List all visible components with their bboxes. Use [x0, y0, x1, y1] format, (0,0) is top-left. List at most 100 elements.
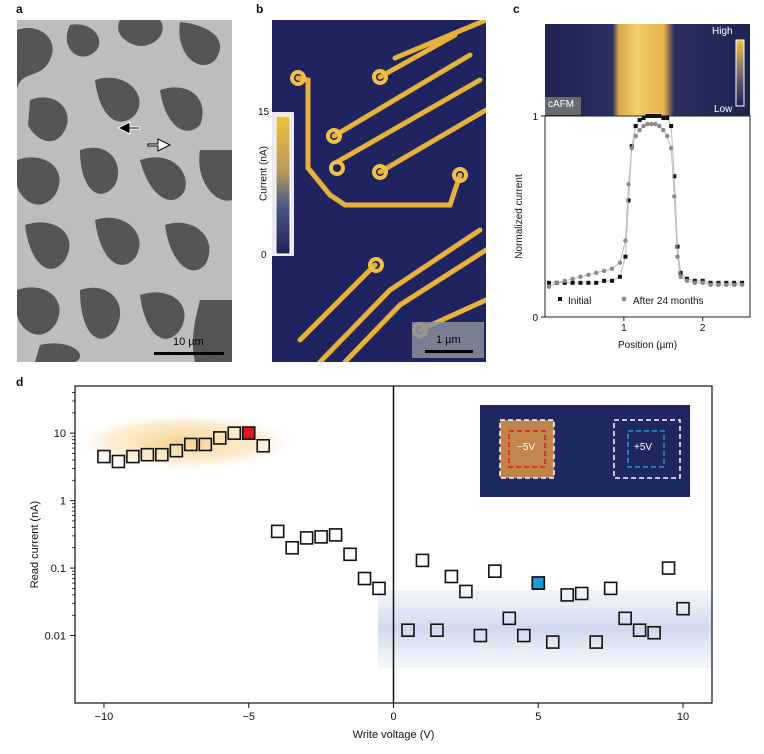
c-point-1-8	[609, 266, 615, 271]
d-ytick-label-1: 0.1	[51, 563, 66, 575]
c-point-1-1	[554, 280, 560, 286]
d-point-20	[401, 623, 415, 637]
d-point-28	[516, 628, 531, 643]
d-point-25	[473, 628, 488, 643]
c-point-1-11	[626, 182, 631, 187]
d-point-5	[169, 443, 184, 458]
c-point-0-22	[669, 124, 674, 129]
d-ytick-label-3: 10	[54, 428, 66, 440]
panel-b-scale-label: 1 µm	[436, 334, 461, 346]
d-point-8	[212, 431, 227, 445]
d-point-38	[661, 561, 676, 575]
c-point-1-4	[578, 274, 583, 279]
c-point-0-20	[661, 116, 666, 121]
c-point-0-24	[675, 244, 680, 249]
c-point-0-21	[665, 116, 670, 121]
c-point-1-3	[570, 276, 575, 282]
d-xtick-label-2: 0	[390, 711, 396, 723]
c-point-1-32	[732, 282, 737, 288]
c-point-1-20	[661, 127, 666, 133]
c-point-0-8	[610, 278, 615, 283]
d-point-35	[618, 611, 632, 626]
c-point-1-30	[716, 282, 721, 288]
c-point-0-4	[578, 280, 583, 285]
d-point-30	[545, 635, 560, 649]
inset-label-neg: −5V	[517, 442, 536, 453]
c-point-0-10	[623, 254, 628, 259]
panel-label-d: d	[16, 375, 24, 389]
c-point-0-23	[672, 174, 677, 179]
d-point-9	[227, 426, 242, 440]
d-xtick-label-4: 10	[677, 711, 689, 723]
d-ylabel: Read current (nA)	[29, 501, 41, 588]
d-point-22	[430, 623, 444, 637]
c-point-0-16	[645, 114, 650, 118]
c-point-1-24	[675, 254, 680, 259]
c-legend-label-1: After 24 months	[633, 296, 704, 307]
c-point-1-29	[708, 282, 713, 288]
inset-label-pos: +5V	[634, 442, 653, 453]
c-point-0-18	[653, 114, 658, 118]
d-point-16	[328, 528, 343, 542]
c-point-1-16	[645, 121, 650, 127]
d-point-13	[285, 540, 299, 555]
c-point-0-25	[678, 270, 683, 275]
c-xtick-label-1: 2	[700, 323, 706, 334]
c-point-1-6	[594, 270, 599, 275]
d-point-1	[111, 454, 126, 469]
d-ytick-label-2: 1	[60, 496, 66, 508]
c-point-1-10	[623, 238, 628, 243]
d-point-11	[256, 438, 271, 453]
c-point-1-28	[700, 280, 705, 286]
c-point-0-17	[649, 114, 654, 118]
c-xtick-label-0: 1	[621, 323, 627, 334]
c-point-1-0	[546, 284, 552, 290]
d-point-4	[155, 447, 169, 462]
c-point-0-11	[626, 198, 631, 203]
c-point-1-25	[678, 274, 683, 279]
d-point-19	[372, 581, 386, 596]
c-point-1-5	[586, 272, 591, 277]
d-point-39	[676, 601, 690, 616]
c-ytick-label-0: 0	[532, 313, 538, 324]
panel-c-colorbar-low: Low	[714, 104, 733, 115]
d-point-26	[488, 564, 502, 578]
d-point-12	[270, 524, 285, 539]
c-point-1-22	[668, 145, 674, 151]
d-point-37	[647, 625, 661, 640]
d-xtick-label-3: 5	[535, 711, 541, 723]
d-highlight-point-0	[241, 426, 256, 440]
d-point-27	[502, 611, 517, 626]
d-point-32	[574, 586, 589, 601]
c-point-1-31	[724, 282, 729, 288]
d-point-7	[198, 437, 213, 452]
d-point-14	[299, 531, 314, 545]
c-point-1-18	[653, 121, 658, 127]
d-highlight-point-1	[531, 576, 546, 590]
c-point-0-7	[602, 278, 607, 283]
d-xtick-label-1: −5	[242, 711, 255, 723]
d-point-6	[184, 437, 198, 452]
c-point-1-12	[629, 145, 634, 151]
panel-label-c: c	[513, 2, 520, 16]
c-point-0-0	[546, 280, 551, 285]
d-point-24	[459, 584, 473, 599]
c-point-1-23	[672, 194, 677, 199]
panel-b-colorbar-min: 0	[261, 250, 267, 261]
c-point-1-15	[641, 123, 646, 129]
d-point-21	[415, 553, 430, 568]
c-point-1-2	[562, 278, 567, 284]
c-point-1-7	[601, 268, 607, 273]
c-xlabel: Position (µm)	[618, 340, 677, 351]
panel-c-tag: cAFM	[548, 99, 575, 110]
c-point-1-17	[649, 121, 654, 127]
d-point-31	[560, 588, 575, 602]
c-point-1-21	[665, 133, 670, 139]
c-point-1-26	[684, 278, 690, 284]
c-point-0-5	[586, 280, 591, 285]
